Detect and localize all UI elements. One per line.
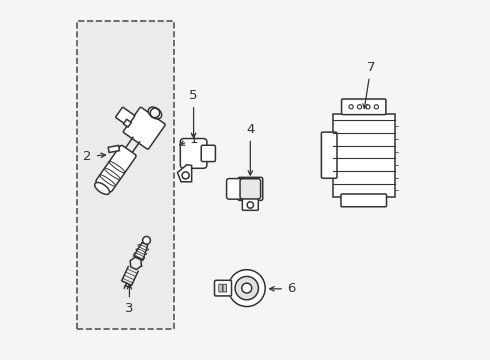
Text: 3: 3 — [125, 284, 134, 315]
FancyBboxPatch shape — [215, 280, 232, 296]
Polygon shape — [134, 243, 147, 260]
Circle shape — [235, 276, 258, 300]
FancyBboxPatch shape — [116, 107, 135, 126]
Ellipse shape — [95, 183, 109, 194]
Text: 4: 4 — [246, 123, 254, 175]
FancyBboxPatch shape — [240, 179, 261, 199]
Bar — [76, 21, 174, 329]
FancyBboxPatch shape — [238, 177, 263, 201]
FancyBboxPatch shape — [342, 99, 386, 114]
Bar — [123, 119, 131, 127]
Circle shape — [242, 283, 252, 293]
FancyBboxPatch shape — [341, 194, 387, 207]
FancyBboxPatch shape — [226, 179, 244, 199]
FancyBboxPatch shape — [243, 196, 258, 210]
Text: 7: 7 — [363, 61, 375, 108]
FancyBboxPatch shape — [219, 284, 222, 292]
Polygon shape — [177, 165, 192, 182]
Circle shape — [182, 172, 189, 179]
Polygon shape — [108, 145, 120, 153]
Circle shape — [247, 202, 253, 208]
FancyBboxPatch shape — [96, 145, 136, 192]
Text: 5: 5 — [189, 89, 198, 138]
FancyBboxPatch shape — [201, 145, 216, 162]
FancyBboxPatch shape — [223, 284, 226, 292]
Ellipse shape — [148, 107, 162, 119]
Circle shape — [143, 237, 150, 244]
Bar — [333, 113, 395, 197]
Text: 1: 1 — [180, 133, 198, 146]
FancyBboxPatch shape — [123, 107, 165, 149]
FancyBboxPatch shape — [180, 139, 207, 168]
Circle shape — [150, 108, 160, 118]
Text: 6: 6 — [270, 282, 295, 295]
Circle shape — [228, 270, 265, 306]
FancyBboxPatch shape — [321, 132, 337, 178]
Text: 2: 2 — [83, 150, 105, 163]
